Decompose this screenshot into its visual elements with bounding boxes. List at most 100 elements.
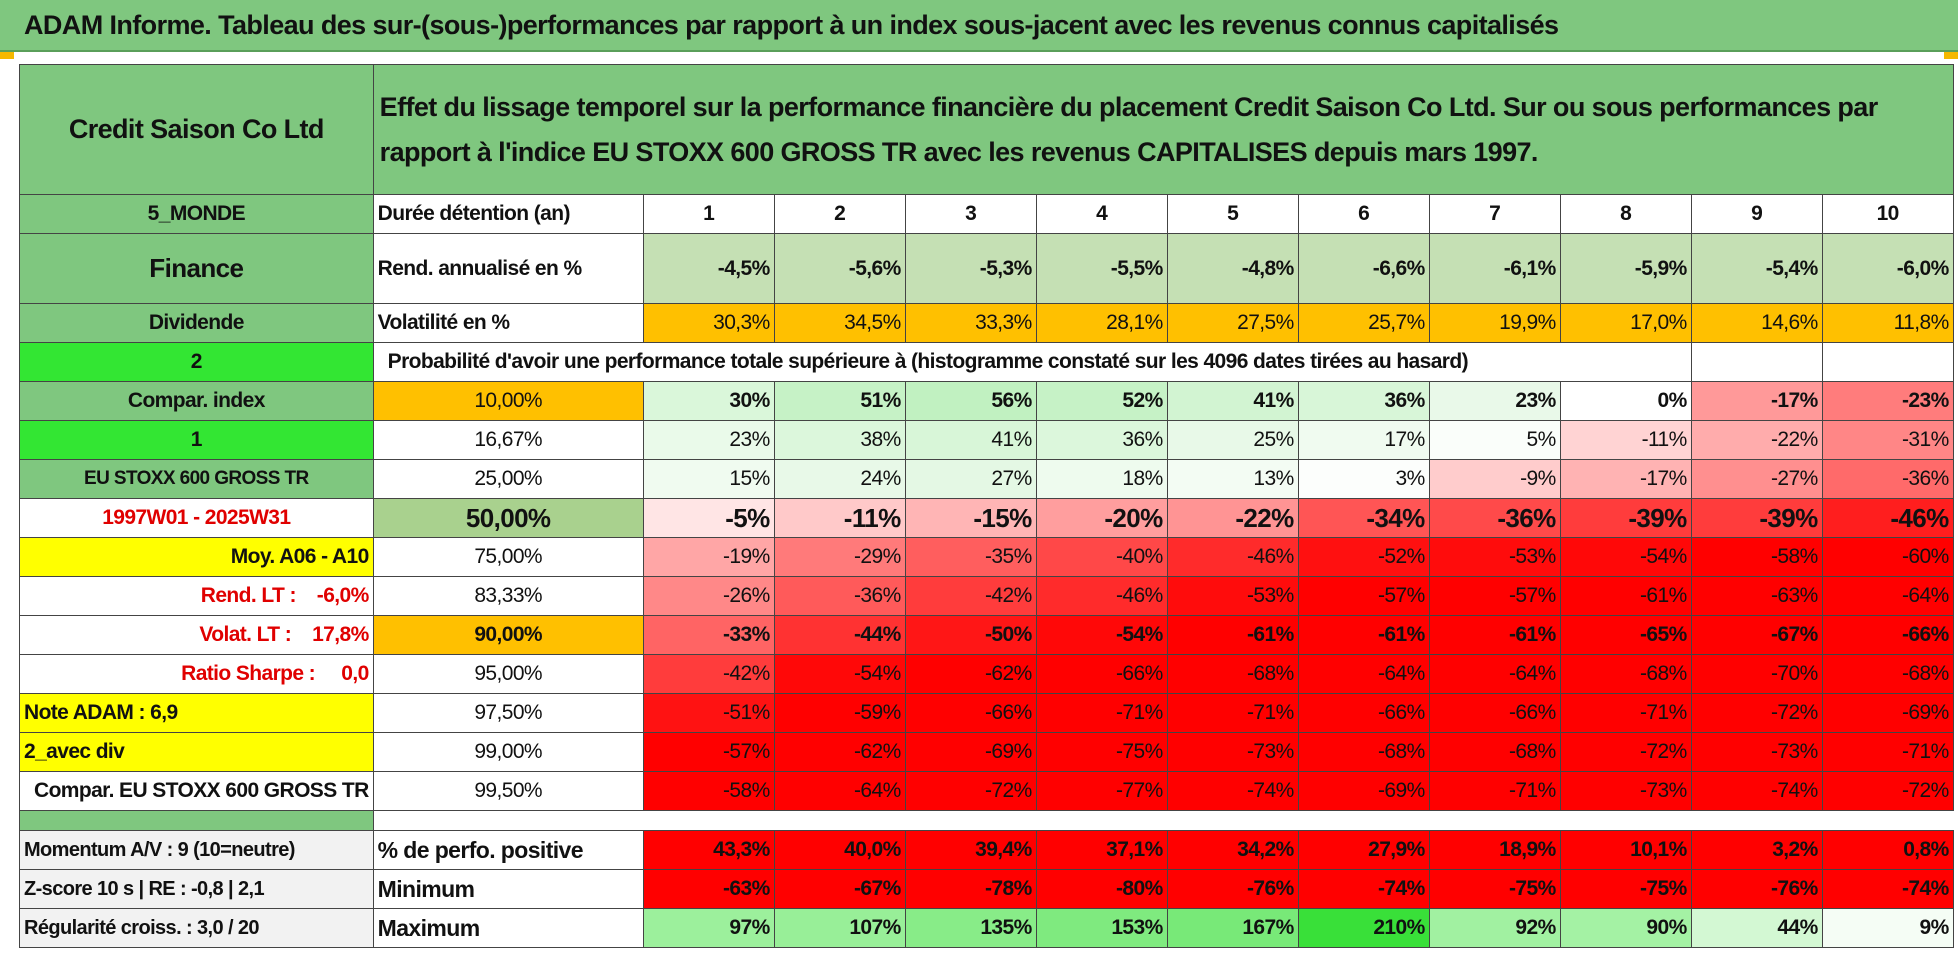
- percentile-value: 52%: [1035, 381, 1168, 421]
- percentile-value: 30%: [642, 381, 775, 421]
- volat-value: 14,6%: [1690, 303, 1823, 343]
- percentile-value: -34%: [1297, 498, 1430, 538]
- percentile-value: -46%: [1821, 498, 1954, 538]
- percentile-value: -59%: [773, 693, 906, 733]
- percentile-value: 23%: [1428, 381, 1561, 421]
- year-header: 4: [1035, 194, 1168, 234]
- stats-value: 92%: [1428, 908, 1561, 948]
- percentile-value: -23%: [1821, 381, 1954, 421]
- stats-value: -74%: [1297, 869, 1430, 909]
- percentile-row: 2_avec div 99,00% -57% -62% -69% -75% -73% -68%…: [19, 732, 1954, 772]
- percentile-value: -62%: [904, 654, 1037, 694]
- percentile-value: -11%: [1559, 420, 1692, 460]
- year-header: 10: [1821, 194, 1954, 234]
- percentile-value: -54%: [773, 654, 906, 694]
- percentile-row: Rend. LT : -6,0% 83,33% -26% -36% -42% -46% -5…: [19, 576, 1954, 616]
- percentile-value: -61%: [1166, 615, 1299, 655]
- percentile-value: -58%: [1690, 537, 1823, 577]
- percentile-value: -33%: [642, 615, 775, 655]
- percentile-row: Compar. EU STOXX 600 GROSS TR 99,50% -58% -…: [19, 771, 1954, 811]
- percentile-value: -31%: [1821, 420, 1954, 460]
- stats-left-label: Z-score 10 s | RE : -0,8 | 2,1: [19, 869, 374, 909]
- percentile-label: 97,50%: [372, 693, 644, 733]
- percentile-value: -57%: [1297, 576, 1430, 616]
- percentile-value: 38%: [773, 420, 906, 460]
- percentile-value: -64%: [1428, 654, 1561, 694]
- percentile-value: 36%: [1297, 381, 1430, 421]
- percentile-value: -44%: [773, 615, 906, 655]
- percentile-value: -66%: [1297, 693, 1430, 733]
- percentile-value: -72%: [1690, 693, 1823, 733]
- percentile-value: -54%: [1559, 537, 1692, 577]
- stats-value: 90%: [1559, 908, 1692, 948]
- year-header: 3: [904, 194, 1037, 234]
- percentile-value: -9%: [1428, 459, 1561, 499]
- volat-value: 17,0%: [1559, 303, 1692, 343]
- percentile-value: -66%: [904, 693, 1037, 733]
- percentile-value: -17%: [1690, 381, 1823, 421]
- percentile-value: -75%: [1035, 732, 1168, 772]
- percentile-value: -11%: [773, 498, 906, 538]
- empty-cell: [1821, 342, 1954, 382]
- percentile-label: 83,33%: [372, 576, 644, 616]
- spacer-cell: [19, 810, 374, 831]
- note-adam-cell: Note ADAM : 6,9: [19, 693, 374, 733]
- percentile-value: -66%: [1821, 615, 1954, 655]
- percentile-value: -68%: [1297, 732, 1430, 772]
- rend-value: -5,4%: [1690, 233, 1823, 304]
- percentile-value: -27%: [1690, 459, 1823, 499]
- volat-value: 25,7%: [1297, 303, 1430, 343]
- percentile-value: -54%: [1035, 615, 1168, 655]
- rend-value: -4,5%: [642, 233, 775, 304]
- stats-value: -75%: [1428, 869, 1561, 909]
- sharpe-cell: Ratio Sharpe : 0,0: [19, 654, 374, 694]
- volat-value: 19,9%: [1428, 303, 1561, 343]
- performance-table: Credit Saison Co Ltd Effet du lissage te…: [19, 64, 1954, 948]
- percentile-value: -73%: [1166, 732, 1299, 772]
- percentile-value: -71%: [1035, 693, 1168, 733]
- stats-value: -67%: [773, 869, 906, 909]
- report-title-text: ADAM Informe. Tableau des sur-(sous-)per…: [24, 9, 1559, 40]
- percentile-value: -70%: [1690, 654, 1823, 694]
- percentile-label: 99,50%: [372, 771, 644, 811]
- spacer-cell: [373, 810, 1954, 831]
- percentile-value: 13%: [1166, 459, 1299, 499]
- percentile-value: -57%: [1428, 576, 1561, 616]
- stats-label: Minimum: [372, 869, 644, 909]
- stats-left-label: Régularité croiss. : 3,0 / 20: [19, 908, 374, 948]
- stats-row: Z-score 10 s | RE : -0,8 | 2,1 Minimum -63…: [19, 869, 1954, 909]
- percentile-value: -72%: [1821, 771, 1954, 811]
- percentile-value: 17%: [1297, 420, 1430, 460]
- percentile-value: -71%: [1166, 693, 1299, 733]
- percentile-value: -5%: [642, 498, 775, 538]
- percentile-value: -36%: [1821, 459, 1954, 499]
- company-name-cell: Credit Saison Co Ltd: [19, 64, 374, 195]
- percentile-value: -36%: [1428, 498, 1561, 538]
- volat-value: 33,3%: [904, 303, 1037, 343]
- stats-value: 39,4%: [904, 830, 1037, 870]
- percentile-value: -17%: [1559, 459, 1692, 499]
- code2-cell: 2: [19, 342, 374, 382]
- region-cell: 5_MONDE: [19, 194, 374, 234]
- percentile-row: 1997W01 - 2025W31 50,00% -5% -11% -15% -20% -2…: [19, 498, 1954, 538]
- year-header: 9: [1690, 194, 1823, 234]
- volat-value: 28,1%: [1035, 303, 1168, 343]
- spacer-row: [19, 810, 1954, 831]
- percentile-value: -15%: [904, 498, 1037, 538]
- stats-label: % de perfo. positive: [372, 830, 644, 870]
- avec-div-cell: 2_avec div: [19, 732, 374, 772]
- percentile-value: -46%: [1035, 576, 1168, 616]
- sector-cell: Finance: [19, 233, 374, 304]
- percentile-value: -35%: [904, 537, 1037, 577]
- stats-row: Régularité croiss. : 3,0 / 20 Maximum 97% 1…: [19, 908, 1954, 948]
- stats-value: 0,8%: [1821, 830, 1954, 870]
- volat-value: 11,8%: [1821, 303, 1954, 343]
- code1-cell: 1: [19, 420, 374, 460]
- percentile-row: 1 16,67% 23% 38% 41% 36% 25% 17% 5% -11% -22% -31%: [19, 420, 1954, 460]
- stats-value: 153%: [1035, 908, 1168, 948]
- stats-value: -74%: [1821, 869, 1954, 909]
- percentile-value: 3%: [1297, 459, 1430, 499]
- stats-label: Maximum: [372, 908, 644, 948]
- stats-row: Momentum A/V : 9 (10=neutre)% de perfo. …: [19, 830, 1954, 870]
- stats-value: 210%: [1297, 908, 1430, 948]
